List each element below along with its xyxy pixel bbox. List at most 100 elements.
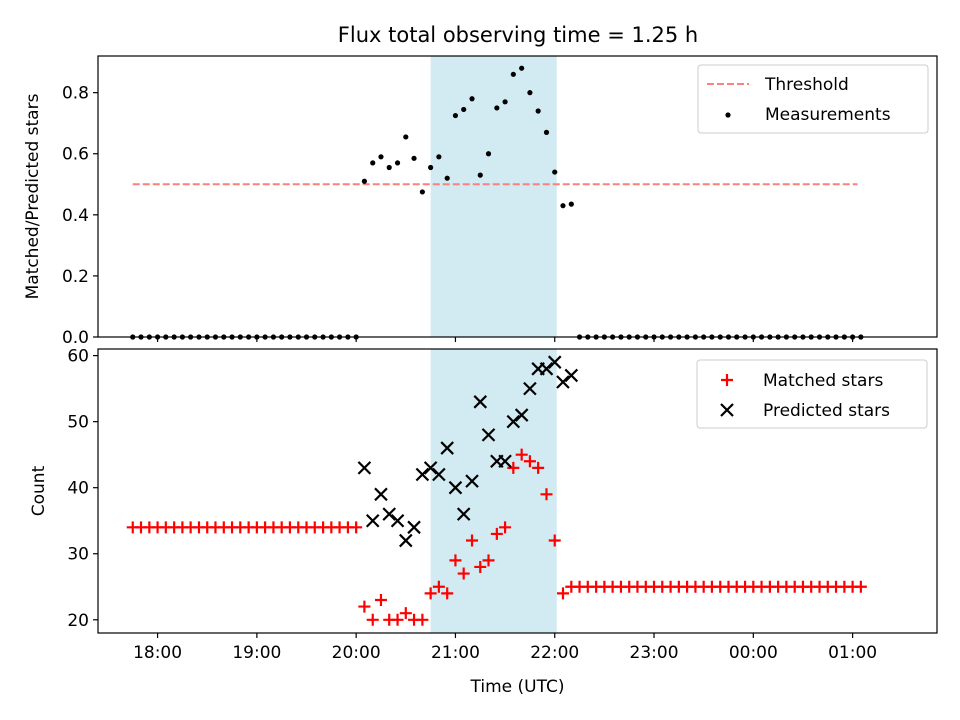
predicted-star-point — [481, 428, 496, 442]
x-tick-label: 19:00 — [232, 643, 281, 663]
measurement-point — [428, 164, 434, 171]
measurement-point — [452, 112, 459, 119]
top-axes-frame — [97, 55, 938, 338]
legend-plus-marker — [721, 374, 733, 386]
matched-star-point — [466, 534, 479, 547]
top-legend-box — [697, 64, 929, 134]
measurement-point — [477, 172, 483, 178]
measurement-point — [560, 203, 566, 209]
measurement-point — [568, 201, 574, 207]
top-shaded-span — [430, 56, 557, 337]
matched-star-point — [548, 534, 561, 547]
measurement-point — [361, 178, 367, 184]
bottom-legend-box — [696, 359, 928, 429]
bottom-shaded-span — [430, 349, 557, 633]
predicted-star-point — [473, 395, 488, 409]
matched-star-point — [358, 600, 371, 613]
predicted-star-point — [523, 381, 537, 396]
legend-measurements-swatch — [725, 112, 731, 118]
matched-star-point — [424, 587, 437, 600]
predicted-star-point — [382, 507, 396, 521]
matched-star-point — [416, 613, 429, 626]
top-y-ticks: 0.0 0.2 0.4 0.6 0.8 — [62, 84, 98, 348]
x-tick-label: 20:00 — [332, 643, 381, 663]
measurement-point — [436, 154, 442, 160]
predicted-star-point — [365, 513, 380, 528]
predicted-star-point — [415, 467, 430, 482]
legend-threshold-label: Threshold — [764, 75, 849, 95]
measurement-point — [485, 151, 492, 157]
y-tick-label: 30 — [67, 545, 89, 565]
matched-star-point — [474, 560, 487, 573]
y-tick-label: 0.8 — [62, 84, 89, 104]
measurement-point — [394, 160, 401, 166]
observing-window-span — [430, 56, 557, 337]
predicted-star-point — [556, 375, 570, 389]
matched-star-point — [854, 580, 867, 593]
legend-measurements-label: Measurements — [765, 105, 891, 125]
x-tick-label: 23:00 — [630, 643, 679, 663]
matched-star-point — [399, 607, 412, 620]
x-tick-label: 18:00 — [133, 643, 182, 663]
x-axis-label: Time (UTC) — [470, 677, 565, 697]
matched-star-point — [499, 521, 512, 534]
bottom-y-ticks: 20 30 40 50 60 — [67, 347, 98, 631]
predicted-star-point — [374, 487, 388, 502]
matched-star-point — [482, 554, 495, 567]
measurement-point — [469, 96, 475, 102]
predicted-star-point — [399, 533, 413, 548]
matched-star-point — [350, 521, 363, 534]
legend-matched-swatch — [721, 374, 733, 386]
predicted-star-point — [390, 513, 405, 528]
x-tick-label: 00:00 — [729, 643, 778, 663]
measurement-point — [378, 154, 384, 160]
measurement-point — [370, 160, 376, 166]
top-panel: 0.00.20.40.60.8 Matched/Predicted stars … — [23, 55, 938, 348]
matched-star-point — [391, 613, 404, 626]
matched-star-point — [441, 587, 454, 600]
predicted-star-point — [423, 461, 438, 475]
y-tick-label: 60 — [67, 347, 89, 367]
bottom-axes-frame — [97, 348, 938, 634]
predicted-stars-series — [357, 355, 579, 548]
matched-star-point — [432, 580, 445, 593]
predicted-star-point — [440, 441, 454, 455]
bottom-legend: Matched stars Predicted stars — [696, 359, 928, 429]
y-tick-label: 40 — [67, 479, 89, 499]
bottom-y-axis-label: Count — [29, 465, 49, 516]
predicted-star-point — [448, 480, 463, 495]
top-y-axis-label: Matched/Predicted stars — [23, 93, 43, 299]
predicted-star-point — [506, 414, 521, 429]
y-tick-label: 0.6 — [62, 145, 89, 165]
measurement-point — [502, 99, 508, 105]
measurement-point — [444, 175, 450, 181]
legend-predicted-swatch — [720, 403, 734, 417]
measurement-point — [535, 108, 541, 114]
measurement-point — [543, 129, 550, 135]
matched-star-point — [366, 613, 379, 626]
x-tick-label: 22:00 — [530, 643, 579, 663]
top-x-ticks — [156, 337, 854, 342]
matched-star-point — [515, 448, 528, 461]
measurement-point — [419, 189, 425, 195]
predicted-star-point — [564, 368, 579, 383]
bottom-panel: 20 30 40 50 60 18:00 19:00 20:00 21:00 22:00 23:0… — [29, 347, 938, 697]
predicted-star-point — [407, 520, 421, 535]
observing-window-span — [430, 349, 557, 633]
measurement-point — [411, 155, 417, 161]
predicted-star-point — [357, 461, 372, 475]
matched-star-point — [540, 488, 553, 501]
matched-star-point — [374, 593, 387, 606]
legend-predicted-label: Predicted stars — [763, 401, 890, 421]
legend-x-marker — [720, 403, 734, 417]
predicted-star-point — [547, 355, 562, 369]
top-legend: Threshold Measurements — [697, 64, 929, 134]
matched-stars-series — [126, 448, 867, 626]
y-tick-label: 20 — [67, 611, 89, 631]
measurement-point — [552, 169, 558, 175]
legend-matched-label: Matched stars — [763, 371, 883, 391]
predicted-star-point — [514, 408, 529, 422]
y-tick-label: 50 — [67, 413, 89, 433]
predicted-star-point — [498, 454, 512, 469]
